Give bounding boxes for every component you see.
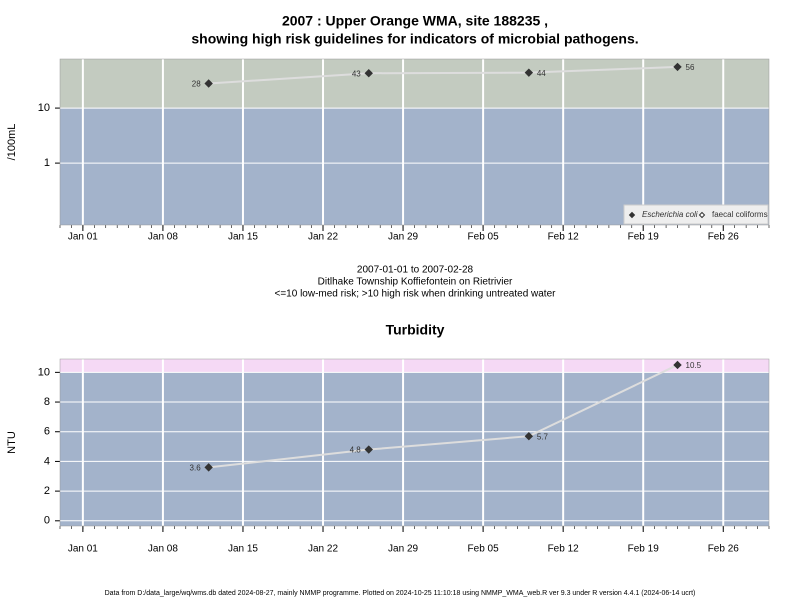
band-above — [60, 359, 769, 373]
data-point — [673, 62, 682, 72]
series-line — [208, 364, 678, 469]
plot-frame — [59, 358, 770, 527]
chart-subtitle: showing high risk guidelines for indicat… — [191, 31, 638, 47]
data-point — [204, 79, 213, 88]
data-label: 28 — [192, 80, 201, 89]
data-label: 10.5 — [686, 361, 702, 370]
x-tick-label: Jan 29 — [388, 232, 418, 243]
data-point — [673, 360, 682, 370]
y-tick-label: 0 — [44, 515, 50, 527]
x-tick-label: Feb 05 — [468, 232, 500, 243]
y-tick-label: 1 — [44, 157, 50, 169]
x-tick-label: Feb 12 — [548, 232, 580, 243]
x-tick-label: Jan 15 — [228, 544, 258, 555]
x-tick-label: Jan 22 — [308, 544, 338, 555]
x-tick-label: Jan 22 — [308, 232, 338, 243]
legend-marker — [698, 211, 706, 219]
chart-title: 2007 : Upper Orange WMA, site 188235 , — [282, 13, 548, 29]
legend-label: faecal coliforms — [712, 210, 768, 219]
data-label: 5.7 — [537, 432, 549, 441]
plot-frame — [59, 58, 770, 226]
x-tick-label: Jan 15 — [228, 232, 258, 243]
data-label: 56 — [686, 63, 695, 72]
data-point — [204, 463, 213, 472]
caption-line: <=10 low-med risk; >10 high risk when dr… — [275, 289, 557, 300]
y-tick-label: 10 — [38, 102, 50, 114]
data-label: 43 — [352, 69, 361, 78]
x-tick-label: Jan 08 — [148, 544, 178, 555]
y-tick-label: 10 — [38, 366, 50, 378]
y-axis-label: /100mL — [6, 124, 18, 161]
data-label: 4.8 — [350, 446, 362, 455]
x-tick-label: Feb 19 — [628, 544, 660, 555]
x-tick-label: Jan 29 — [388, 544, 418, 555]
caption-line: Ditlhake Township Koffiefontein on Rietr… — [318, 277, 513, 288]
y-tick-label: 6 — [44, 426, 50, 438]
data-point — [524, 68, 534, 77]
x-tick-label: Feb 19 — [628, 232, 660, 243]
x-tick-label: Jan 08 — [148, 232, 178, 243]
footer: Data from D:/data_large/wq/wms.db dated … — [105, 590, 696, 597]
caption-line: 2007-01-01 to 2007-02-28 — [357, 265, 474, 276]
x-tick-label: Feb 12 — [548, 544, 580, 555]
y-tick-label: 4 — [44, 455, 50, 467]
legend-marker — [628, 211, 636, 219]
series-line — [208, 65, 678, 85]
y-axis-label: NTU — [6, 431, 18, 454]
legend-box — [623, 204, 769, 225]
y-tick-label: 2 — [44, 485, 50, 497]
data-label: 3.6 — [190, 463, 202, 472]
y-tick-label: 8 — [44, 396, 50, 408]
x-tick-label: Jan 01 — [68, 232, 98, 243]
band-above — [60, 59, 769, 109]
data-point — [364, 69, 373, 78]
legend-label: Escherichia coli — [642, 210, 698, 219]
x-tick-label: Feb 05 — [468, 544, 500, 555]
data-point — [524, 431, 534, 441]
x-tick-label: Feb 26 — [708, 544, 740, 555]
data-point — [364, 445, 373, 454]
band-below — [60, 372, 769, 526]
data-label: 44 — [537, 69, 546, 78]
chart-title: Turbidity — [386, 322, 445, 338]
x-tick-label: Feb 26 — [708, 232, 740, 243]
x-tick-label: Jan 01 — [68, 544, 98, 555]
